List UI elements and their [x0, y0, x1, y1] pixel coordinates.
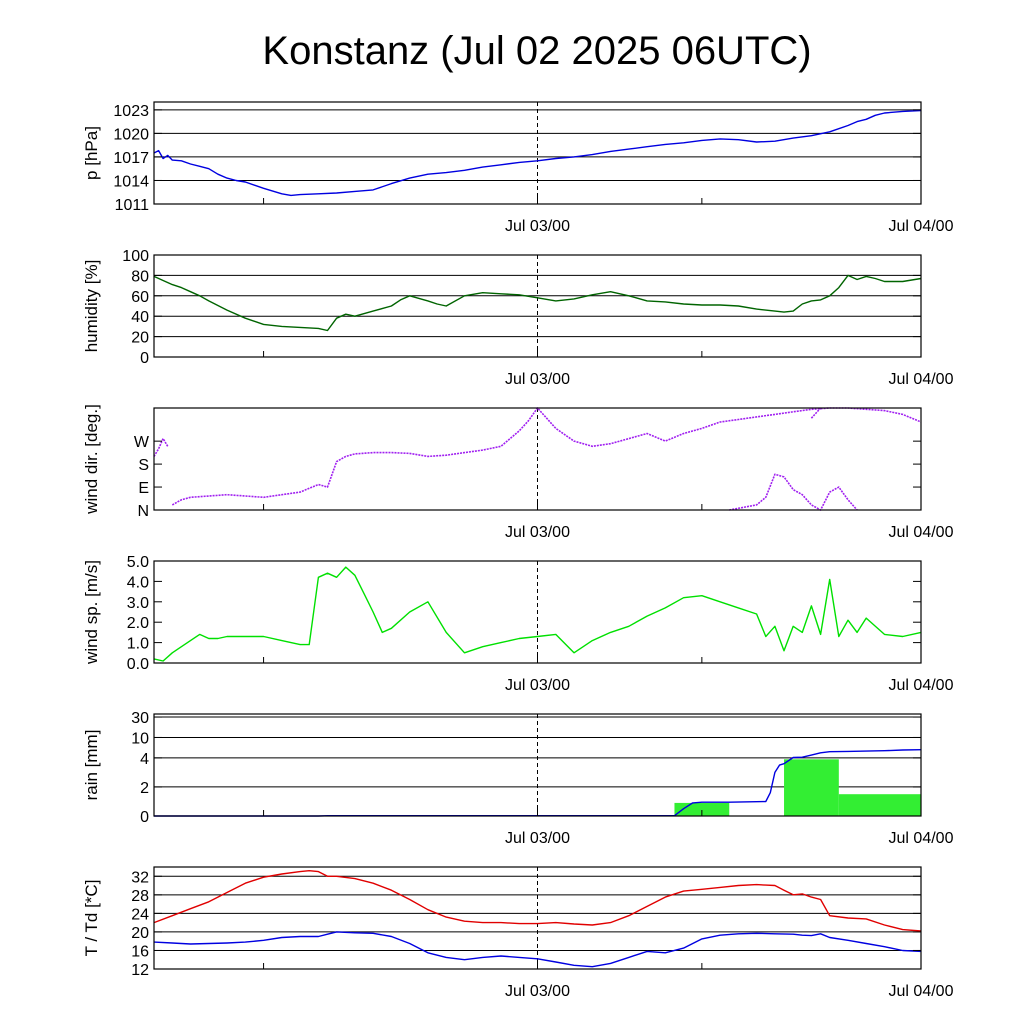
rain-bar: [784, 759, 839, 816]
y-tick-label: 100: [122, 248, 149, 265]
y-tick-label: 20: [131, 925, 149, 942]
panel-1: 0 20 40 60 80 100 Jul 03/00 Jul 04/00 humidity […: [82, 248, 954, 388]
panel-3: 0.0 1.0 2.0 3.0 4.0 5.0 Jul 03/00 Jul 04/00 wind…: [82, 554, 954, 694]
y-axis-label: rain [mm]: [82, 730, 101, 801]
x-tick-label: Jul 03/00: [505, 524, 570, 541]
series-line-0: [153, 109, 922, 197]
x-tick-label: Jul 03/00: [505, 983, 570, 1000]
y-tick-label: 4.0: [127, 574, 149, 591]
series-line-1: [171, 407, 922, 506]
y-tick-label: 1011: [115, 197, 150, 214]
y-tick-label: E: [138, 480, 149, 497]
series-line-0: [153, 566, 922, 662]
x-tick-label: Jul 04/00: [889, 524, 954, 541]
y-tick-label: W: [134, 434, 150, 451]
y-tick-label: 5.0: [127, 554, 149, 571]
y-tick-label: 12: [131, 962, 149, 979]
chart-title: Konstanz (Jul 02 2025 06UTC): [262, 29, 811, 73]
x-tick-label: Jul 03/00: [505, 830, 570, 847]
series-line-2: [729, 473, 858, 511]
y-tick-label: 10: [131, 730, 149, 747]
y-tick-label: 60: [131, 289, 149, 306]
x-tick-label: Jul 03/00: [505, 371, 570, 388]
rain-bar: [838, 794, 921, 816]
x-tick-label: Jul 04/00: [889, 218, 954, 235]
x-tick-label: Jul 04/00: [889, 677, 954, 694]
y-tick-label: 1023: [113, 103, 149, 120]
x-tick-label: Jul 03/00: [505, 677, 570, 694]
y-tick-label: 3.0: [127, 595, 149, 612]
series-line-0: [153, 274, 922, 332]
y-tick-label: 1020: [113, 126, 149, 143]
y-tick-label: S: [138, 457, 149, 474]
series-line-0: [154, 749, 922, 817]
y-tick-label: 0: [140, 809, 149, 826]
y-tick-label: 1017: [113, 150, 149, 167]
panel-0: 1011 1014 1017 1020 1023 Jul 03/00 Jul 04/00 p …: [82, 101, 954, 235]
y-tick-label: 40: [131, 309, 149, 326]
y-axis-label: wind dir. [deg.]: [82, 404, 101, 515]
series-line-1: [153, 931, 922, 968]
y-tick-label: 24: [131, 906, 149, 923]
y-tick-label: 0: [140, 350, 149, 367]
y-tick-label: 2.0: [127, 615, 149, 632]
x-tick-label: Jul 04/00: [889, 983, 954, 1000]
y-tick-label: 1014: [113, 173, 149, 190]
y-axis-label: wind sp. [m/s]: [82, 560, 101, 665]
panel-4: 0 2 4 10 30 Jul 03/00 Jul 04/00 rain [mm]: [82, 710, 954, 847]
y-axis-label: humidity [%]: [82, 260, 101, 353]
y-tick-label: 16: [131, 943, 149, 960]
y-tick-label: 0.0: [127, 656, 149, 673]
x-tick-label: Jul 04/00: [889, 830, 954, 847]
y-tick-label: 1.0: [127, 636, 149, 653]
y-axis-label: p [hPa]: [82, 126, 101, 180]
x-tick-label: Jul 04/00: [889, 371, 954, 388]
x-tick-label: Jul 03/00: [505, 218, 570, 235]
series-line-0: [153, 870, 922, 932]
y-tick-label: 32: [131, 869, 149, 886]
y-tick-label: 28: [131, 888, 149, 905]
y-tick-label: 2: [140, 780, 149, 797]
y-tick-label: 4: [140, 751, 149, 768]
y-axis-label: T / Td [*C]: [82, 880, 101, 957]
series-line-0: [153, 437, 169, 457]
series-line-3: [810, 407, 822, 419]
y-tick-label: 20: [131, 330, 149, 347]
y-tick-label: 30: [131, 710, 149, 727]
y-tick-label: N: [137, 503, 149, 520]
y-tick-label: 80: [131, 268, 149, 285]
